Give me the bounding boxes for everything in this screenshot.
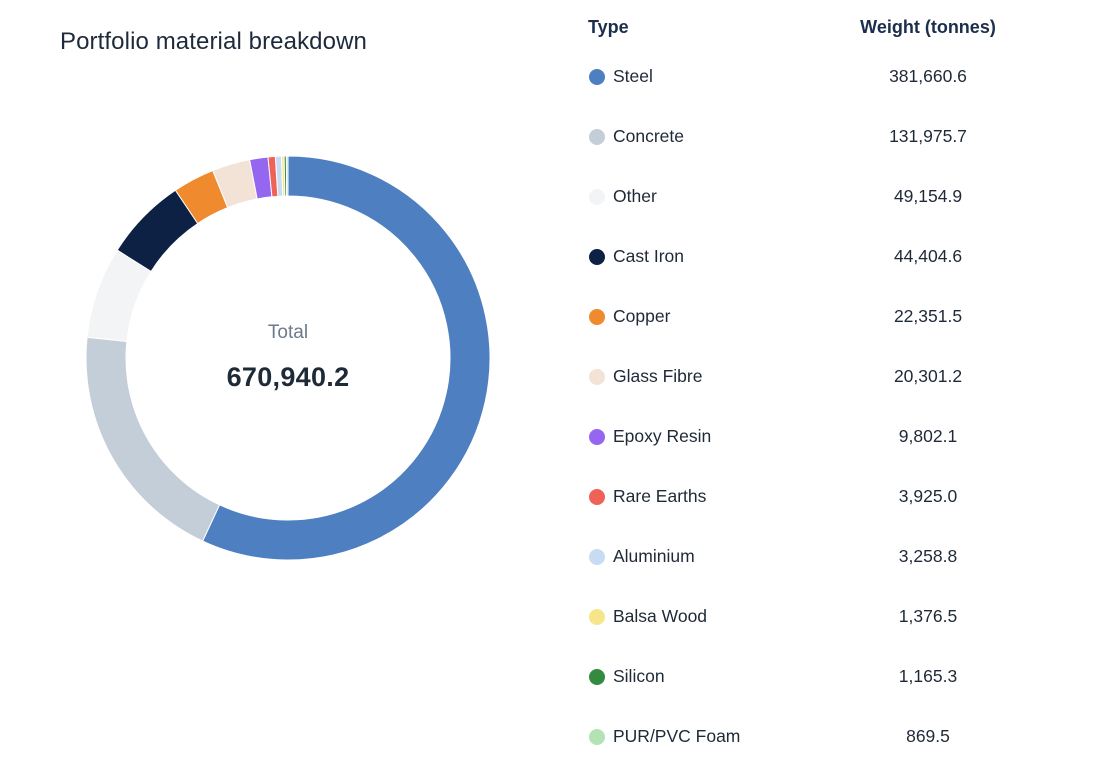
legend-value-epoxy-resin: 9,802.1 (898, 426, 958, 446)
legend-swatch-silicon (589, 669, 605, 685)
legend-row-copper: Copper 22,351.5 (588, 300, 1048, 360)
legend-value-balsa-wood: 1,376.5 (898, 606, 958, 626)
legend-swatch-concrete (589, 129, 605, 145)
legend-value-other: 49,154.9 (893, 186, 963, 206)
legend-swatch-cast-iron (589, 249, 605, 265)
legend-label-cast-iron: Cast Iron (613, 246, 684, 266)
column-header-weight: Weight (tonnes) (860, 17, 996, 37)
legend-label-aluminium: Aluminium (613, 546, 695, 566)
legend-swatch-copper (589, 309, 605, 325)
legend-header: Type Weight (tonnes) (588, 12, 1048, 46)
legend-table: Type Weight (tonnes) Steel 381,660.6 Concr… (588, 12, 1048, 746)
legend-swatch-other (589, 189, 605, 205)
legend-value-silicon: 1,165.3 (898, 666, 958, 686)
legend-label-concrete: Concrete (613, 126, 685, 146)
legend-label-balsa-wood: Balsa Wood (613, 606, 708, 626)
legend-swatch-aluminium (589, 549, 605, 565)
legend-row-other: Other 49,154.9 (588, 180, 1048, 240)
column-header-type: Type (588, 17, 629, 37)
legend-value-copper: 22,351.5 (893, 306, 963, 326)
legend-row-concrete: Concrete 131,975.7 (588, 120, 1048, 180)
legend-row-glass-fibre: Glass Fibre 20,301.2 (588, 360, 1048, 420)
legend-row-aluminium: Aluminium 3,258.8 (588, 540, 1048, 600)
donut-svg (85, 155, 491, 561)
legend-swatch-glass-fibre (589, 369, 605, 385)
total-value: 670,940.2 (226, 362, 350, 392)
legend-row-epoxy-resin: Epoxy Resin 9,802.1 (588, 420, 1048, 480)
legend-value-rare-earths: 3,925.0 (898, 486, 958, 506)
legend-label-pur-pvc-foam: PUR/PVC Foam (613, 726, 741, 746)
donut-chart (60, 130, 516, 586)
legend-value-cast-iron: 44,404.6 (893, 246, 963, 266)
legend-row-balsa-wood: Balsa Wood 1,376.5 (588, 600, 1048, 660)
legend-row-silicon: Silicon 1,165.3 (588, 660, 1048, 720)
legend-label-epoxy-resin: Epoxy Resin (613, 426, 712, 446)
legend-row-steel: Steel 381,660.6 (588, 60, 1048, 120)
legend-value-glass-fibre: 20,301.2 (893, 366, 963, 386)
legend-label-glass-fibre: Glass Fibre (613, 366, 703, 386)
legend-row-cast-iron: Cast Iron 44,404.6 (588, 240, 1048, 300)
legend-row-pur-pvc-foam: PUR/PVC Foam 869.5 (588, 720, 1048, 780)
legend-row-rare-earths: Rare Earths 3,925.0 (588, 480, 1048, 540)
legend-value-pur-pvc-foam: 869.5 (906, 726, 950, 746)
legend-swatch-rare-earths (589, 489, 605, 505)
total-label: Total (267, 322, 309, 343)
legend-value-aluminium: 3,258.8 (898, 546, 958, 566)
legend-value-steel: 381,660.6 (889, 66, 967, 86)
legend-label-rare-earths: Rare Earths (613, 486, 707, 506)
legend-value-concrete: 131,975.7 (889, 126, 967, 146)
legend-label-steel: Steel (613, 66, 653, 86)
legend-label-copper: Copper (613, 306, 671, 326)
legend-swatch-steel (589, 69, 605, 85)
legend-label-silicon: Silicon (613, 666, 665, 686)
legend-swatch-balsa-wood (589, 609, 605, 625)
legend-rows: Steel 381,660.6 Concrete 131,975.7 Other 49,1… (588, 60, 1048, 780)
legend-swatch-pur-pvc-foam (589, 729, 605, 745)
chart-title: Portfolio material breakdown (60, 28, 367, 55)
legend-swatch-epoxy-resin (589, 429, 605, 445)
donut-slice-pur-pvc-foam (285, 155, 289, 197)
legend-label-other: Other (613, 186, 657, 206)
donut-slice-steel (201, 155, 491, 561)
